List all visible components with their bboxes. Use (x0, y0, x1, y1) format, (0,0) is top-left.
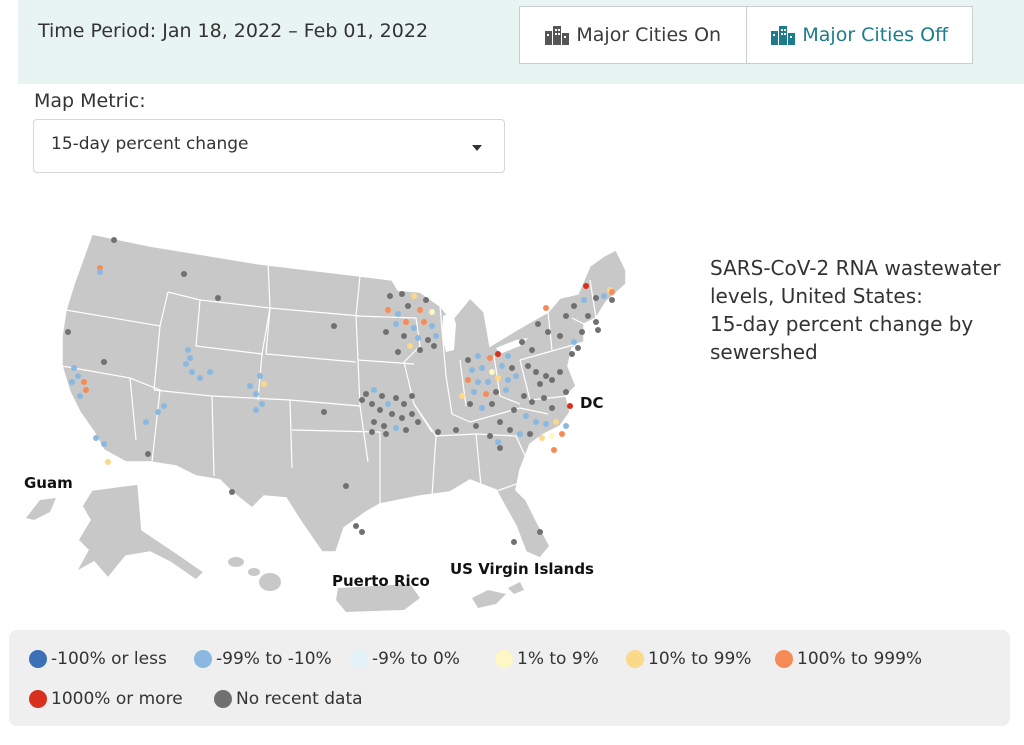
territory-label-guam: Guam (24, 474, 73, 492)
time-period-label: Time Period: Jan 18, 2022 – Feb 01, 2022 (38, 20, 429, 42)
legend-label: No recent data (236, 689, 363, 709)
contiguous-us-shape (61, 233, 627, 559)
aleutians (26, 498, 56, 520)
legend-label: 1% to 9% (517, 649, 599, 669)
territory-label-puerto-rico: Puerto Rico (332, 572, 430, 590)
map-title-line: sewershed (710, 340, 818, 364)
us-wastewater-map (26, 233, 627, 612)
legend-label: -9% to 0% (372, 649, 460, 669)
major-cities-on-label: Major Cities On (576, 24, 722, 46)
legend-label: -99% to -10% (216, 649, 332, 669)
legend-item: -9% to 0% (350, 649, 460, 669)
hawaii-shape (228, 557, 281, 591)
chevron-down-icon (472, 145, 482, 151)
state-borders (61, 261, 597, 504)
map-metric-label: Map Metric: (34, 90, 146, 112)
legend-item: 1% to 9% (495, 649, 599, 669)
legend-item: -99% to -10% (194, 649, 332, 669)
legend-item: 10% to 99% (626, 649, 751, 669)
legend-item: 1000% or more (29, 689, 183, 709)
map-title-line: 15-day percent change by (710, 312, 974, 336)
major-cities-off-label: Major Cities Off (802, 24, 949, 46)
legend-item: No recent data (214, 689, 363, 709)
major-cities-on-button[interactable]: Major Cities On (520, 7, 746, 63)
legend-dot (775, 650, 793, 668)
city-buildings-icon (545, 26, 570, 45)
sewershed-markers (65, 237, 615, 545)
great-lakes (442, 312, 456, 352)
legend-item: -100% or less (29, 649, 167, 669)
city-buildings-icon (771, 26, 796, 45)
major-cities-toggle: Major Cities On Major Cities Off (519, 6, 973, 64)
map-metric-select[interactable]: 15-day percent change (33, 119, 505, 173)
alaska-shape (74, 483, 206, 581)
map-title: SARS-CoV-2 RNA wastewater levels, United… (710, 254, 1010, 366)
legend-dot (350, 650, 368, 668)
puerto-rico-shape (336, 584, 420, 612)
legend-dot (626, 650, 644, 668)
map-title-line: SARS-CoV-2 RNA wastewater (710, 256, 1001, 280)
legend-item: 100% to 999% (775, 649, 922, 669)
legend-label: 1000% or more (51, 689, 183, 709)
usvi-shape (472, 582, 524, 608)
legend-label: 100% to 999% (797, 649, 923, 669)
major-cities-off-button[interactable]: Major Cities Off (745, 7, 973, 63)
map-legend: -100% or less -99% to -10% -9% to 0% 1% … (9, 630, 1010, 726)
legend-label: 10% to 99% (648, 649, 752, 669)
map-metric-selected-value: 15-day percent change (51, 134, 249, 154)
legend-label: -100% or less (51, 649, 167, 669)
territory-label-usvi: US Virgin Islands (450, 560, 594, 578)
legend-dot (29, 650, 47, 668)
filter-bar: Time Period: Jan 18, 2022 – Feb 01, 2022… (18, 0, 1024, 84)
legend-dot (194, 650, 212, 668)
legend-dot (495, 650, 513, 668)
legend-dot (214, 690, 232, 708)
legend-dot (29, 690, 47, 708)
territory-label-dc: DC (580, 394, 604, 412)
map-title-line: levels, United States: (710, 284, 923, 308)
